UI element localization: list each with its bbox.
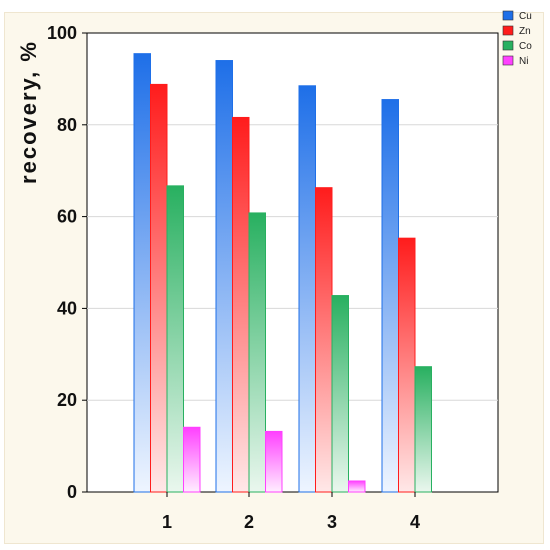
legend-label-co: Co: [519, 41, 532, 52]
y-tick-label: 0: [67, 482, 77, 502]
x-axis-ticks: 1 2 3 4: [162, 492, 420, 532]
y-tick-label: 80: [57, 115, 77, 135]
legend-swatch-ni: [502, 55, 514, 66]
bar-ni-1: [183, 426, 201, 493]
x-tick-label: 2: [244, 512, 254, 532]
y-tick-label: 40: [57, 298, 77, 318]
bar-co-3: [331, 295, 349, 493]
bar-cu-4: [381, 99, 399, 493]
legend: Cu Zn Co Ni: [502, 10, 532, 67]
bar-cu-3: [298, 85, 316, 493]
x-tick-label: 3: [327, 512, 337, 532]
bar-co-2: [248, 212, 266, 493]
bar-zn-2: [232, 116, 250, 493]
x-tick-label: 1: [162, 512, 172, 532]
legend-swatch-zn: [502, 25, 514, 36]
legend-label-zn: Zn: [519, 26, 531, 37]
y-tick-label: 60: [57, 207, 77, 227]
bar-zn-1: [150, 83, 168, 493]
bars: [133, 53, 432, 493]
bar-co-4: [414, 366, 432, 493]
bar-co-1: [166, 185, 184, 493]
x-tick-label: 4: [410, 512, 420, 532]
bar-ni-3: [348, 480, 366, 493]
y-axis-title: recovery, %: [16, 40, 41, 184]
bar-cu-1: [133, 53, 151, 493]
y-tick-label: 100: [47, 23, 77, 43]
bar-cu-2: [215, 60, 233, 493]
bar-zn-4: [398, 237, 416, 493]
y-axis-ticks: 0 20 40 60 80 100: [47, 23, 87, 502]
y-tick-label: 20: [57, 390, 77, 410]
legend-label-ni: Ni: [519, 56, 528, 67]
bar-zn-3: [315, 187, 333, 493]
bar-ni-2: [265, 430, 283, 493]
legend-swatch-cu: [502, 10, 514, 21]
legend-swatch-co: [502, 40, 514, 51]
legend-label-cu: Cu: [519, 11, 532, 22]
